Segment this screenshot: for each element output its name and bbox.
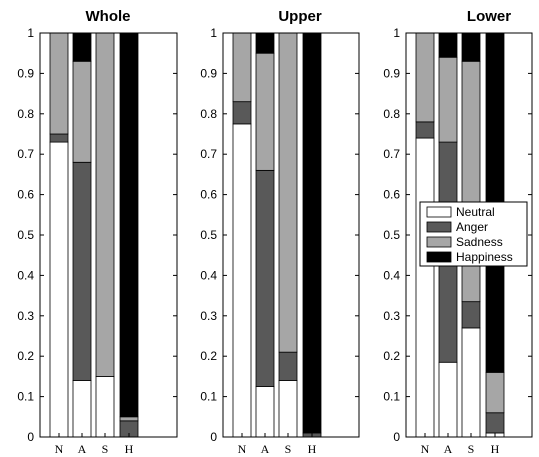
legend-swatch-neutral — [426, 206, 452, 218]
bar-segment-happiness-a — [72, 32, 92, 62]
y-tick-label: 0.3 — [17, 309, 34, 323]
bar-segment-sadness-s — [278, 32, 298, 353]
bar-segment-sadness-n — [232, 32, 252, 103]
legend-label-neutral: Neutral — [456, 205, 495, 219]
chart-title: Upper — [278, 8, 322, 25]
chart-panel-lower: Lower 0 0.1 0.2 0.3 0.4 0.5 0.6 0.7 0.8 0.9 1 N A S H Ne… — [383, 8, 533, 456]
bar-segment-sadness-a — [72, 60, 92, 163]
legend-label-sadness: Sadness — [456, 235, 503, 249]
x-tick-label-n: N — [55, 442, 64, 456]
bar-segment-anger-n — [49, 133, 69, 143]
x-tick-label-a: A — [261, 442, 270, 456]
bar-segment-happiness-a — [255, 32, 275, 54]
y-tick-label: 0.8 — [200, 107, 217, 121]
x-tick-label-s: S — [285, 442, 292, 456]
y-tick-label: 0.7 — [200, 147, 217, 161]
y-tick-label: 0.4 — [200, 268, 217, 282]
chart-title: Lower — [467, 8, 511, 25]
x-tick-label-n: N — [421, 442, 430, 456]
y-tick-label: 0.5 — [200, 228, 217, 242]
bar-segment-sadness-a — [438, 56, 458, 143]
y-tick-label: 0.7 — [17, 147, 34, 161]
y-tick-label: 1 — [210, 26, 217, 40]
y-tick-label: 0 — [210, 430, 217, 444]
y-tick-label: 0.6 — [17, 188, 34, 202]
x-tick-label-h: H — [125, 442, 134, 456]
bar-segment-happiness-s — [461, 32, 481, 62]
bar-segment-sadness-n — [49, 32, 69, 135]
bar-segment-sadness-s — [95, 32, 115, 377]
legend-swatch-sadness — [426, 236, 452, 248]
legend-swatch-happiness — [426, 251, 452, 263]
bar-segment-neutral-a — [438, 361, 458, 438]
y-tick-label: 0.9 — [200, 66, 217, 80]
x-tick-label-a: A — [78, 442, 87, 456]
x-tick-label-s: S — [102, 442, 109, 456]
bar-segment-anger-h — [485, 412, 505, 434]
bar-segment-anger-s — [278, 351, 298, 381]
bar-segment-anger-s — [461, 301, 481, 329]
x-tick-label-s: S — [468, 442, 475, 456]
legend-label-anger: Anger — [456, 220, 488, 234]
bar-segment-anger-a — [72, 161, 92, 381]
legend-swatch-anger — [426, 221, 452, 233]
bar-segment-anger-n — [415, 121, 435, 139]
bar-segment-neutral-n — [232, 123, 252, 438]
y-tick-label: 0.2 — [383, 349, 400, 363]
y-tick-label: 0.6 — [200, 188, 217, 202]
chart-title: Whole — [86, 8, 131, 25]
bar-segment-neutral-s — [95, 375, 115, 438]
bar-segment-sadness-a — [255, 52, 275, 171]
y-tick-label: 0.8 — [383, 107, 400, 121]
bar-segment-neutral-s — [461, 327, 481, 438]
bar-segment-sadness-h — [485, 371, 505, 414]
chart-panel-whole: Whole 0 0.1 0.2 0.3 0.4 0.5 0.6 0.7 0.8 0.9 1 N A S H — [17, 8, 178, 456]
y-tick-label: 0.9 — [17, 66, 34, 80]
bar-segment-anger-a — [255, 169, 275, 387]
y-tick-label: 1 — [393, 26, 400, 40]
y-tick-label: 0.4 — [17, 268, 34, 282]
chart-panel-upper: Upper 0 0.1 0.2 0.3 0.4 0.5 0.6 0.7 0.8 0.9 1 N A S H — [200, 8, 360, 456]
y-tick-label: 0.5 — [17, 228, 34, 242]
bar-segment-happiness-h — [119, 32, 139, 418]
y-tick-label: 0.9 — [383, 66, 400, 80]
bar-segment-neutral-a — [255, 386, 275, 438]
y-tick-label: 0.3 — [383, 309, 400, 323]
bar-segment-happiness-a — [438, 32, 458, 58]
y-tick-label: 0.2 — [200, 349, 217, 363]
bar-segment-neutral-n — [415, 137, 435, 438]
y-tick-label: 0 — [27, 430, 34, 444]
y-tick-label: 0.1 — [383, 390, 400, 404]
y-tick-label: 0.8 — [17, 107, 34, 121]
x-tick-label-h: H — [491, 442, 500, 456]
y-tick-label: 0.3 — [200, 309, 217, 323]
bar-segment-happiness-h — [302, 32, 322, 434]
y-tick-label: 0.1 — [17, 390, 34, 404]
bar-segment-neutral-n — [49, 141, 69, 438]
y-tick-label: 0.1 — [200, 390, 217, 404]
bar-segment-neutral-s — [278, 380, 298, 438]
legend-label-happiness: Happiness — [456, 250, 513, 264]
y-tick-label: 1 — [27, 26, 34, 40]
y-tick-label: 0.7 — [383, 147, 400, 161]
bar-segment-sadness-h — [119, 416, 139, 422]
x-tick-label-a: A — [444, 442, 453, 456]
bar-segment-sadness-n — [415, 32, 435, 123]
x-tick-label-h: H — [308, 442, 317, 456]
y-tick-label: 0.6 — [383, 188, 400, 202]
y-tick-label: 0.4 — [383, 268, 400, 282]
y-tick-label: 0.2 — [17, 349, 34, 363]
bar-segment-anger-n — [232, 101, 252, 125]
y-tick-label: 0.5 — [383, 228, 400, 242]
y-tick-label: 0 — [393, 430, 400, 444]
x-tick-label-n: N — [238, 442, 247, 456]
bar-segment-neutral-a — [72, 380, 92, 438]
